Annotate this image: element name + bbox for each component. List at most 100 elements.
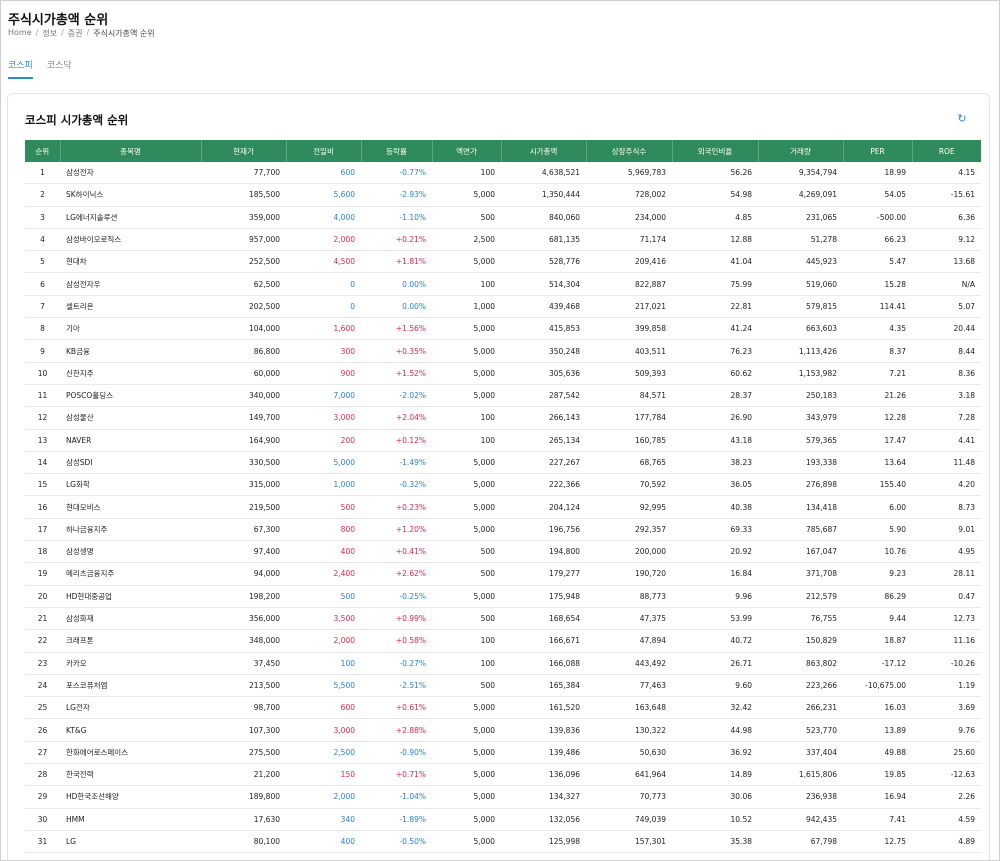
cell-listed-shares: 160,785 [586,429,672,452]
cell-par-value: 2,500 [432,228,501,252]
cell-stock-name[interactable]: 삼성전자 [60,162,201,185]
breadcrumb-stock[interactable]: 증권 [67,29,83,38]
column-header[interactable]: PER [843,140,913,162]
table-row[interactable]: 29 HD한국조선해양 189,800 2,000 -1.04% 5,000 134,327… [25,785,981,809]
cell-volume: 343,979 [758,406,843,430]
cell-stock-name[interactable]: KB금융 [60,339,201,363]
cell-stock-name[interactable]: 포스코퓨처엠 [60,674,201,698]
cell-per: 15.28 [843,272,912,296]
table-row[interactable]: 3 LG에너지솔루션 359,000 4,000 -1.10% 500 840,060 234… [25,206,981,229]
tab-kosdaq[interactable]: 코스닥 [46,61,72,71]
cell-volume: 193,338 [758,451,843,475]
breadcrumb-info[interactable]: 정보 [42,29,58,38]
table-row[interactable]: 19 메리츠금융지주 94,000 2,400 +2.62% 500 179,277 190,… [25,562,981,586]
cell-stock-name[interactable]: LG전자 [60,696,201,720]
cell-stock-name[interactable]: LG화학 [60,473,201,497]
table-row[interactable]: 22 크래프톤 348,000 2,000 +0.58% 100 166,671 47,894… [25,629,981,653]
cell-price: 67,300 [201,518,286,542]
cell-rank: 2 [25,183,60,207]
cell-listed-shares: 443,492 [586,652,672,675]
cell-stock-name[interactable]: 삼성전자우 [60,272,201,296]
table-row[interactable]: 21 삼성화재 356,000 3,500 +0.99% 500 168,654 47,375… [25,607,981,631]
table-row[interactable]: 16 현대모비스 219,500 500 +0.23% 5,000 204,124 92,99… [25,495,981,519]
cell-price: 17,630 [201,808,286,831]
table-row[interactable]: 10 신한지주 60,000 900 +1.52% 5,000 305,636 509,393… [25,362,981,385]
tab-kospi[interactable]: 코스피 [8,53,33,79]
column-header[interactable]: 시가총액 [501,140,587,162]
cell-stock-name[interactable]: HMM [60,808,201,831]
cell-stock-name[interactable]: 삼성물산 [60,406,201,430]
table-row[interactable]: 24 포스코퓨처엠 213,500 5,500 -2.51% 500 165,384 77,4… [25,674,981,698]
cell-stock-name[interactable]: 삼성생명 [60,540,201,564]
cell-stock-name[interactable]: 현대모비스 [60,495,201,519]
table-row[interactable]: 25 LG전자 98,700 600 +0.61% 5,000 161,520 163,648… [25,696,981,720]
column-header[interactable]: 상장주식수 [586,140,673,162]
table-row[interactable]: 8 기아 104,000 1,600 +1.56% 5,000 415,853 399,858… [25,317,981,341]
cell-stock-name[interactable]: 기아 [60,317,201,341]
cell-stock-name[interactable]: LG에너지솔루션 [60,206,201,229]
column-header[interactable]: 등락률 [361,140,433,162]
table-row[interactable]: 26 KT&G 107,300 3,000 +2.88% 5,000 139,836 130,… [25,718,981,742]
table-row[interactable]: 23 카카오 37,450 100 -0.27% 100 166,088 443,492 26.… [25,652,981,675]
cell-stock-name[interactable]: 삼성바이오로직스 [60,228,201,252]
cell-listed-shares: 177,784 [586,406,672,430]
table-row[interactable]: 14 삼성SDI 330,500 5,000 -1.49% 5,000 227,267 68,… [25,451,981,475]
table-row[interactable]: 1 삼성전자 77,700 600 -0.77% 100 4,638,521 5,969,78… [25,162,981,185]
column-header[interactable]: ROE [912,140,981,162]
column-header[interactable]: 전일비 [286,140,362,162]
cell-rate: +0.99% [361,607,432,631]
cell-stock-name[interactable]: SK하이닉스 [60,183,201,207]
cell-stock-name[interactable]: HD현대중공업 [60,585,201,608]
column-header[interactable]: 현재가 [201,140,287,162]
column-header[interactable]: 순위 [25,140,61,162]
column-header[interactable]: 거래량 [758,140,844,162]
table-row[interactable]: 27 한화에어로스페이스 275,500 2,500 -0.90% 5,000 139,48… [25,741,981,765]
cell-stock-name[interactable]: NAVER [60,429,201,452]
column-header[interactable]: 외국인비율 [672,140,759,162]
refresh-icon[interactable]: ↻ [957,112,967,125]
cell-stock-name[interactable]: LG [60,830,201,854]
cell-stock-name[interactable]: 메리츠금융지주 [60,562,201,586]
cell-stock-name[interactable]: HD한국조선해양 [60,785,201,809]
cell-stock-name[interactable]: 하나금융지주 [60,518,201,542]
cell-stock-name[interactable]: POSCO홀딩스 [60,384,201,408]
table-row[interactable]: 13 NAVER 164,900 200 +0.12% 100 265,134 160,785… [25,429,981,452]
table-row[interactable]: 7 셀트리온 202,500 0 0.00% 1,000 439,468 217,021 22.… [25,295,981,319]
table-row[interactable]: 6 삼성전자우 62,500 0 0.00% 100 514,304 822,887 75.99… [25,272,981,296]
cell-stock-name[interactable]: 한국전력 [60,763,201,787]
cell-change: 500 [286,495,361,519]
table-row[interactable]: 12 삼성물산 149,700 3,000 +2.04% 100 266,143 177,78… [25,406,981,430]
table-row[interactable]: 5 현대차 252,500 4,500 +1.81% 5,000 528,776 209,41… [25,250,981,274]
cell-stock-name[interactable]: 현대차 [60,250,201,274]
cell-roe: 4.89 [912,830,981,854]
cell-listed-shares: 5,969,783 [586,162,672,185]
table-row[interactable]: 4 삼성바이오로직스 957,000 2,000 +0.21% 2,500 681,135 7… [25,228,981,252]
column-header[interactable]: 액면가 [432,140,502,162]
column-header[interactable]: 종목명 [60,140,202,162]
cell-per: 9.44 [843,607,912,631]
cell-change: 0 [286,295,361,319]
breadcrumb-home[interactable]: Home [8,28,32,37]
table-row[interactable]: 9 KB금융 86,800 300 +0.35% 5,000 350,248 403,511 7… [25,339,981,363]
cell-stock-name[interactable]: 크래프톤 [60,629,201,653]
cell-stock-name[interactable]: 삼성화재 [60,607,201,631]
table-row[interactable]: 17 하나금융지주 67,300 800 +1.20% 5,000 196,756 292,3… [25,518,981,542]
cell-stock-name[interactable]: 신한지주 [60,362,201,385]
cell-stock-name[interactable]: 카카오 [60,652,201,675]
table-row[interactable]: 20 HD현대중공업 198,200 500 -0.25% 5,000 175,948 88,… [25,585,981,608]
table-row[interactable]: 18 삼성생명 97,400 400 +0.41% 500 194,800 200,000 20… [25,540,981,564]
table-row[interactable]: 11 POSCO홀딩스 340,000 7,000 -2.02% 5,000 287,542… [25,384,981,408]
table-row[interactable]: 30 HMM 17,630 340 -1.89% 5,000 132,056 749,039 1… [25,808,981,831]
cell-change: 3,500 [286,607,361,631]
table-row[interactable]: 31 LG 80,100 400 -0.50% 5,000 125,998 157,301 35… [25,830,981,854]
cell-stock-name[interactable]: KT&G [60,718,201,742]
cell-foreign-ratio: 43.18 [672,429,758,452]
cell-stock-name[interactable]: 삼성SDI [60,451,201,475]
cell-foreign-ratio: 41.24 [672,317,758,341]
cell-stock-name[interactable]: 한화에어로스페이스 [60,741,201,765]
cell-stock-name[interactable]: 셀트리온 [60,295,201,319]
table-row[interactable]: 28 한국전력 21,200 150 +0.71% 5,000 136,096 641,964… [25,763,981,787]
table-row[interactable]: 2 SK하이닉스 185,500 5,600 -2.93% 5,000 1,350,444 7… [25,183,981,207]
table-row[interactable]: 15 LG화학 315,000 1,000 -0.32% 5,000 222,366 70,5… [25,473,981,497]
cell-rate: +0.12% [361,429,432,452]
